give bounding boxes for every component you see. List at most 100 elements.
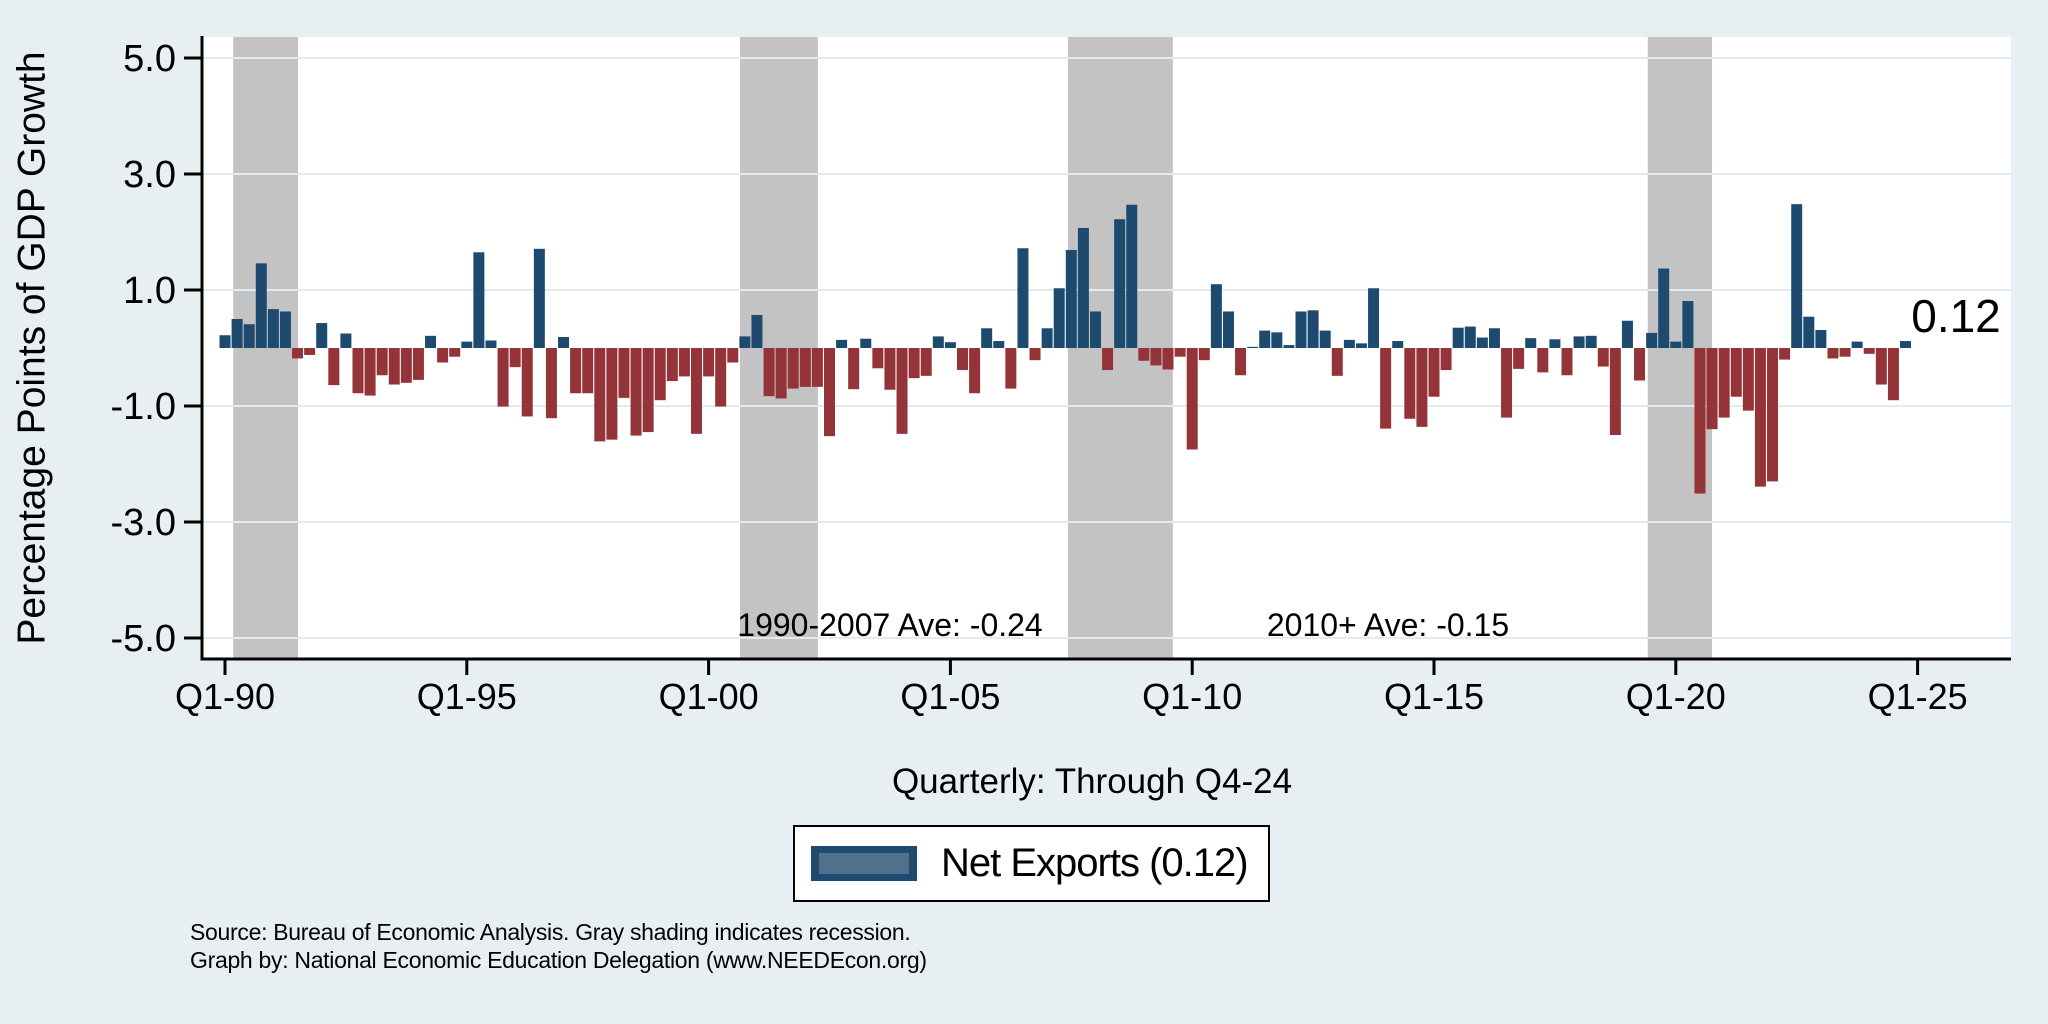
bar-q76 [1138, 348, 1150, 361]
bar-q134 [1839, 348, 1851, 357]
bar-q32 [606, 348, 618, 440]
bar-q102 [1452, 327, 1464, 348]
bar-q81 [1198, 348, 1210, 361]
bar-q44 [751, 314, 763, 348]
net-exports-bar-swatch-inner [819, 853, 909, 874]
bar-q82 [1210, 284, 1222, 348]
bar-q97 [1392, 341, 1404, 348]
bar-q128 [1767, 348, 1779, 482]
source-note: Source: Bureau of Economic Analysis. Gra… [190, 918, 927, 974]
bar-q87 [1271, 332, 1283, 348]
bar-q38 [678, 348, 690, 377]
bar-q104 [1476, 337, 1488, 348]
bar-q85 [1247, 346, 1259, 348]
bar-q139 [1900, 341, 1912, 348]
bar-q84 [1235, 348, 1247, 376]
bar-q98 [1404, 348, 1416, 419]
bar-q50 [824, 348, 835, 437]
bar-q106 [1501, 348, 1513, 418]
bar-q51 [836, 339, 848, 348]
bar-q62 [969, 348, 981, 394]
bar-q72 [1089, 311, 1101, 348]
bar-q37 [666, 348, 678, 382]
bar-q61 [956, 348, 968, 371]
bar-q75 [1126, 204, 1138, 348]
bar-q124 [1718, 348, 1730, 418]
bar-q99 [1416, 348, 1428, 427]
bar-q9 [328, 348, 340, 386]
x-tick-label-Q1-20: Q1-20 [1626, 676, 1726, 717]
y-tick-label-1.0: 1.0 [123, 270, 176, 312]
bar-q96 [1380, 348, 1392, 429]
x-tick-label-Q1-00: Q1-00 [659, 676, 759, 717]
bar-q107 [1513, 348, 1525, 369]
bar-q7 [304, 348, 316, 355]
bar-q114 [1597, 348, 1609, 367]
bar-q59 [932, 336, 944, 348]
bar-q109 [1537, 348, 1549, 373]
bar-q58 [920, 348, 932, 376]
bar-q47 [787, 348, 799, 389]
bar-q80 [1186, 348, 1198, 450]
bar-q118 [1646, 332, 1658, 348]
bar-q89 [1295, 311, 1307, 348]
bar-q136 [1863, 348, 1875, 354]
bar-q108 [1525, 338, 1537, 348]
bar-q14 [388, 348, 400, 385]
bar-q40 [703, 348, 715, 377]
bar-q56 [896, 348, 908, 434]
bar-q53 [860, 338, 872, 348]
bar-q2 [243, 324, 255, 348]
bar-q105 [1488, 328, 1500, 348]
x-tick-label-Q1-05: Q1-05 [900, 676, 1000, 717]
bar-q131 [1803, 316, 1815, 348]
bar-q8 [316, 323, 328, 348]
x-tick-label-Q1-95: Q1-95 [417, 676, 517, 717]
bar-q91 [1319, 330, 1331, 348]
bar-q101 [1440, 348, 1452, 371]
bar-q28 [558, 336, 570, 348]
bar-q68 [1041, 328, 1053, 348]
bar-q79 [1174, 348, 1186, 357]
bar-q127 [1754, 348, 1766, 487]
bar-q23 [497, 348, 509, 407]
y-axis-title-text: Percentage Points of GDP Growth [11, 51, 54, 645]
bar-q36 [654, 348, 666, 401]
bar-q64 [993, 341, 1005, 348]
bar-q5 [279, 311, 291, 348]
bar-q11 [352, 348, 364, 394]
y-tick-label-3.0: 3.0 [123, 154, 176, 196]
bar-q67 [1029, 348, 1041, 361]
bar-q24 [509, 348, 521, 368]
bar-q74 [1114, 219, 1126, 348]
bar-q4 [267, 309, 279, 348]
bar-q110 [1549, 339, 1561, 348]
bar-q54 [872, 348, 884, 369]
bar-q12 [364, 348, 376, 396]
bar-q69 [1053, 288, 1065, 348]
x-tick-label-Q1-90: Q1-90 [175, 676, 275, 717]
bar-q35 [642, 348, 654, 433]
bar-q0 [219, 335, 231, 348]
bar-q13 [376, 348, 388, 376]
bar-q93 [1343, 339, 1355, 348]
legend-label: Net Exports (0.12) [941, 841, 1249, 885]
bar-q60 [944, 342, 956, 348]
bar-q121 [1682, 301, 1694, 348]
source-line-1: Source: Bureau of Economic Analysis. Gra… [190, 919, 911, 945]
bar-q100 [1428, 348, 1440, 397]
annotation-2010-plus-average: 2010+ Ave: -0.15 [1266, 607, 1510, 643]
bar-q31 [594, 348, 606, 442]
bar-q49 [811, 348, 823, 387]
bar-q94 [1355, 343, 1367, 348]
bar-q65 [1005, 348, 1017, 389]
bar-q83 [1222, 311, 1234, 348]
bar-q135 [1851, 341, 1863, 348]
x-axis-subtitle: Quarterly: Through Q4-24 [891, 762, 1293, 801]
bar-q21 [473, 252, 485, 348]
bar-q138 [1887, 348, 1899, 401]
bar-q137 [1875, 348, 1887, 385]
bar-q16 [412, 348, 424, 380]
bar-q71 [1077, 227, 1089, 348]
